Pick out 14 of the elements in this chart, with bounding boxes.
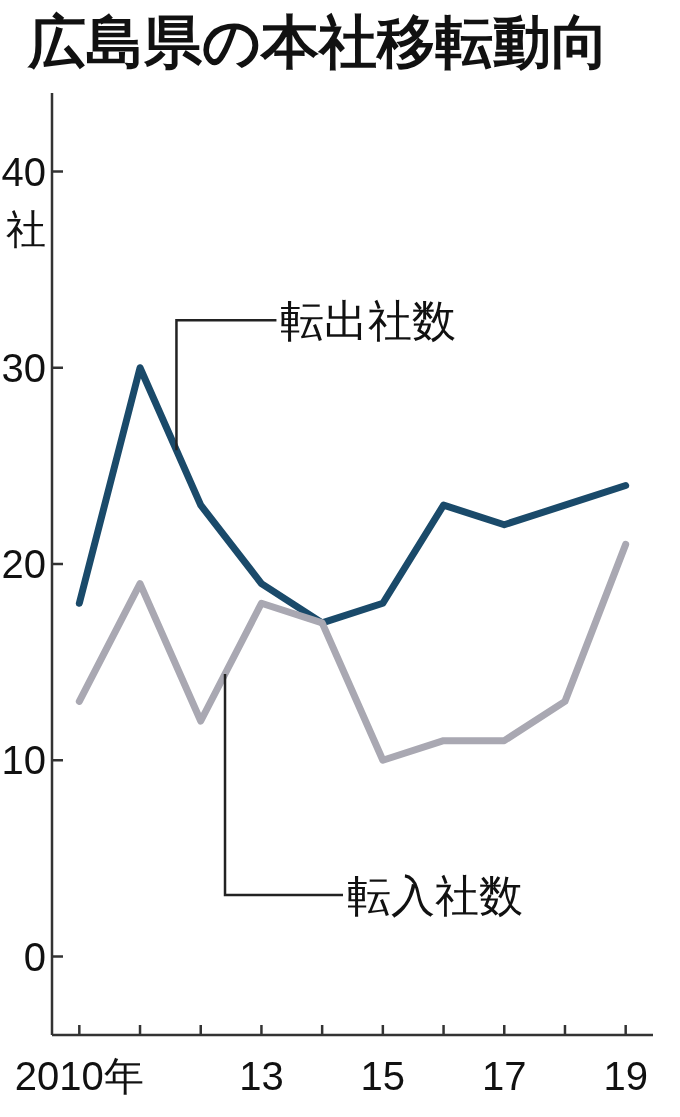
y-tick-label: 40 xyxy=(1,149,46,194)
y-tick-label: 0 xyxy=(23,934,46,979)
x-tick-label: 13 xyxy=(239,1054,284,1098)
x-tick-label: 19 xyxy=(603,1054,648,1098)
x-tick-label: 2010年 xyxy=(14,1054,144,1098)
y-tick-label: 10 xyxy=(1,738,46,783)
annotation: 転出社数 xyxy=(280,296,457,346)
x-tick-label: 15 xyxy=(360,1054,406,1098)
y-tick-label: 30 xyxy=(1,345,46,390)
y-axis-title: 社 xyxy=(6,207,46,251)
annotation: 転入社数 xyxy=(347,870,523,920)
y-tick-label: 20 xyxy=(1,542,46,586)
x-tick-label: 17 xyxy=(482,1054,527,1098)
title: 広島県の本社移転動向 xyxy=(28,9,609,74)
